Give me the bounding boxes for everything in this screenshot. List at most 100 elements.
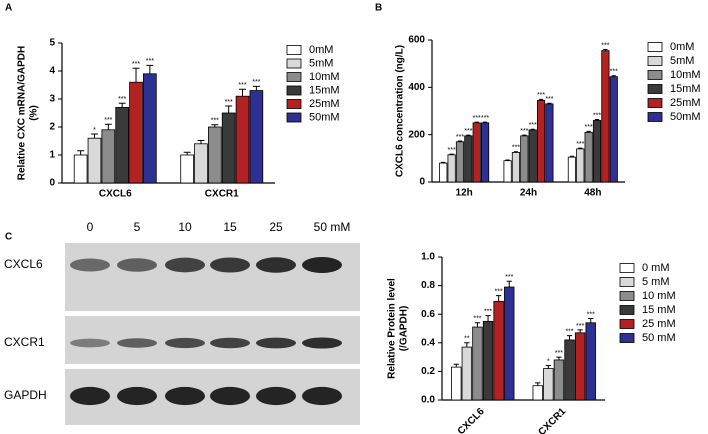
bar [576,148,585,183]
legend-label: 50mM [670,111,701,123]
legend-swatch [647,42,663,52]
error-bar [118,102,126,108]
blot-strip [65,243,360,311]
blot-band [302,257,342,273]
bar [115,107,129,184]
bar [73,154,88,184]
bar [504,286,515,401]
error-bar [547,102,552,104]
legend-swatch [619,305,635,315]
error-bar [449,153,454,155]
error-bar [239,88,246,97]
blot-band [70,258,110,272]
y-tick-label: 400 [408,82,425,93]
x-tick-label: CXCL6 [99,189,132,200]
panel-label: B [375,3,382,14]
bar [482,320,494,401]
significance: *** [537,92,545,99]
error-bar [464,342,470,348]
legend-label: 0 mM [642,262,670,274]
legend-swatch [619,319,635,329]
significance: *** [225,99,233,106]
significance: *** [505,274,513,281]
blot-band [210,337,250,349]
error-bar [104,123,112,130]
significance: ** [464,336,470,343]
lane-label: 10 [178,220,192,234]
row-label: CXCR1 [4,335,45,349]
lane-label: 5 [134,220,141,234]
y-tick-label: 2 [49,122,55,133]
legend-swatch [647,98,663,108]
bar [235,95,250,184]
significance: *** [448,147,456,154]
significance: *** [118,96,126,103]
panel-label: C [5,232,12,243]
legend-swatch [647,70,663,80]
bar [451,366,462,401]
x-tick-label: 12h [456,188,473,199]
bar [585,322,596,401]
significance: *** [495,288,503,295]
error-bar [441,161,446,164]
error-bar [474,121,479,123]
significance: *** [104,117,112,124]
panel-label: A [5,3,12,14]
y-tick-label: 0 [49,178,55,189]
error-bar [577,329,583,333]
y-axis-label: CXCL6 concentration (ng/L) [395,45,406,177]
bar [503,160,512,183]
legend-swatch [286,99,302,109]
significance: *** [484,308,492,315]
error-bar [495,295,502,302]
bar [447,154,456,183]
error-bar [594,119,600,121]
x-tick-label: CXCR1 [536,406,568,434]
legend-label: 10 mM [642,290,676,302]
bar [455,141,465,183]
error-bar [578,147,583,149]
error-bar [535,382,541,386]
error-bar [482,121,488,123]
bar [208,126,222,184]
error-bar [453,363,459,368]
legend-swatch [286,112,302,123]
y-tick-label: 1.0 [421,252,435,263]
error-bar [588,317,594,323]
error-bar [611,75,616,77]
bar [101,129,116,184]
error-bar [183,151,191,155]
legend-label: 10mM [309,71,340,83]
significance: *** [545,96,553,103]
legend-swatch [619,277,635,287]
x-tick-label: 48h [584,188,601,199]
x-tick-label: CXCL6 [456,406,487,434]
bar [249,90,264,184]
bar [564,339,575,401]
significance: *** [132,61,140,68]
significance: *** [576,141,584,148]
error-bar [466,134,471,136]
error-bar [91,133,98,139]
significance: *** [529,122,537,129]
legend-label: 50mM [309,111,340,123]
bar [461,346,473,401]
legend-label: 15mM [309,84,340,96]
legend-swatch [619,291,635,301]
bar [553,359,565,401]
significance: * [547,359,550,366]
bar [520,135,529,183]
blot-band [302,386,342,406]
significance: *** [520,128,528,135]
bar [609,76,618,183]
blot-band [70,386,110,406]
bar [584,131,593,183]
legend-swatch [619,333,635,343]
y-tick-label: 5 [49,38,55,49]
bar [439,162,448,183]
legend-label: 15mM [670,83,701,95]
legend-label: 25mM [309,98,340,110]
significance: *** [555,350,563,357]
legend-swatch [286,58,302,69]
error-bar [522,134,527,136]
